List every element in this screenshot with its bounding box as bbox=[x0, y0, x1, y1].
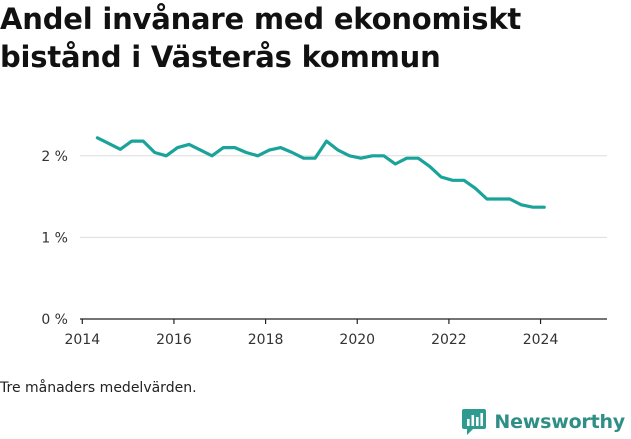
newsworthy-logo[interactable]: Newsworthy bbox=[461, 408, 625, 436]
x-tick-label-1: 2016 bbox=[156, 332, 192, 348]
x-tick-label-3: 2020 bbox=[339, 332, 375, 348]
x-tick-label-4: 2022 bbox=[431, 332, 467, 348]
x-tick-label-0: 2014 bbox=[64, 332, 100, 348]
line-chart: 0 % 1 % 2 % 2014 2016 2018 2020 2022 2024 bbox=[41, 136, 607, 348]
x-tick-label-2: 2018 bbox=[248, 332, 284, 348]
y-tick-label-1: 1 % bbox=[41, 230, 68, 246]
gridlines bbox=[80, 155, 607, 238]
newsworthy-logo-icon bbox=[462, 409, 487, 435]
chart-title: Andel invånare med ekonomiskt bistånd i … bbox=[0, 2, 522, 74]
y-tick-label-2: 2 % bbox=[41, 149, 68, 165]
y-axis-ticks: 0 % 1 % 2 % bbox=[41, 149, 68, 328]
x-tick-label-5: 2024 bbox=[523, 332, 559, 348]
series-group bbox=[95, 136, 546, 209]
y-tick-label-0: 0 % bbox=[41, 312, 68, 328]
chart-caption: Tre månaders medelvärden. bbox=[0, 380, 197, 396]
series-line-0 bbox=[95, 136, 546, 209]
x-axis: 2014 2016 2018 2020 2022 2024 bbox=[64, 318, 607, 348]
brand-name: Newsworthy bbox=[494, 411, 625, 433]
